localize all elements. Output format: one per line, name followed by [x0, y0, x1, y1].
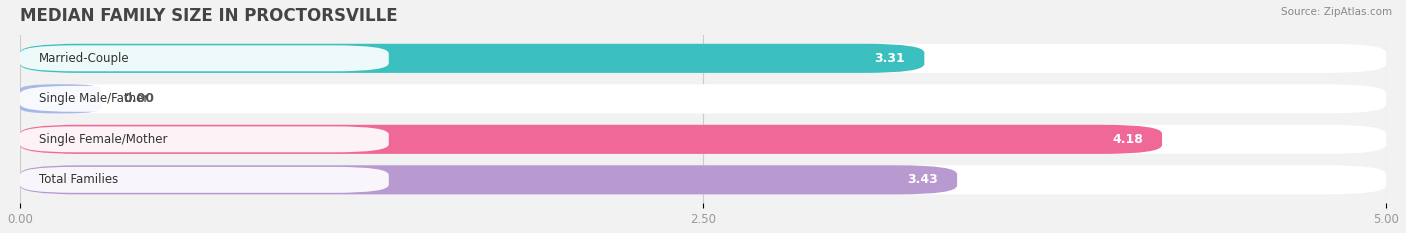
FancyBboxPatch shape	[20, 44, 1386, 73]
FancyBboxPatch shape	[20, 45, 389, 71]
Text: Married-Couple: Married-Couple	[39, 52, 129, 65]
FancyBboxPatch shape	[20, 84, 101, 113]
Text: Single Female/Mother: Single Female/Mother	[39, 133, 167, 146]
Text: 3.43: 3.43	[907, 173, 938, 186]
Text: MEDIAN FAMILY SIZE IN PROCTORSVILLE: MEDIAN FAMILY SIZE IN PROCTORSVILLE	[20, 7, 398, 25]
Text: 3.31: 3.31	[875, 52, 905, 65]
Text: Single Male/Father: Single Male/Father	[39, 92, 149, 105]
FancyBboxPatch shape	[20, 126, 389, 152]
Text: Source: ZipAtlas.com: Source: ZipAtlas.com	[1281, 7, 1392, 17]
FancyBboxPatch shape	[20, 165, 1386, 194]
FancyBboxPatch shape	[20, 167, 389, 193]
FancyBboxPatch shape	[20, 125, 1386, 154]
FancyBboxPatch shape	[20, 165, 957, 194]
Text: 0.00: 0.00	[124, 92, 155, 105]
FancyBboxPatch shape	[20, 44, 924, 73]
FancyBboxPatch shape	[20, 86, 389, 112]
Text: Total Families: Total Families	[39, 173, 118, 186]
FancyBboxPatch shape	[20, 84, 1386, 113]
FancyBboxPatch shape	[20, 125, 1161, 154]
Text: 4.18: 4.18	[1112, 133, 1143, 146]
